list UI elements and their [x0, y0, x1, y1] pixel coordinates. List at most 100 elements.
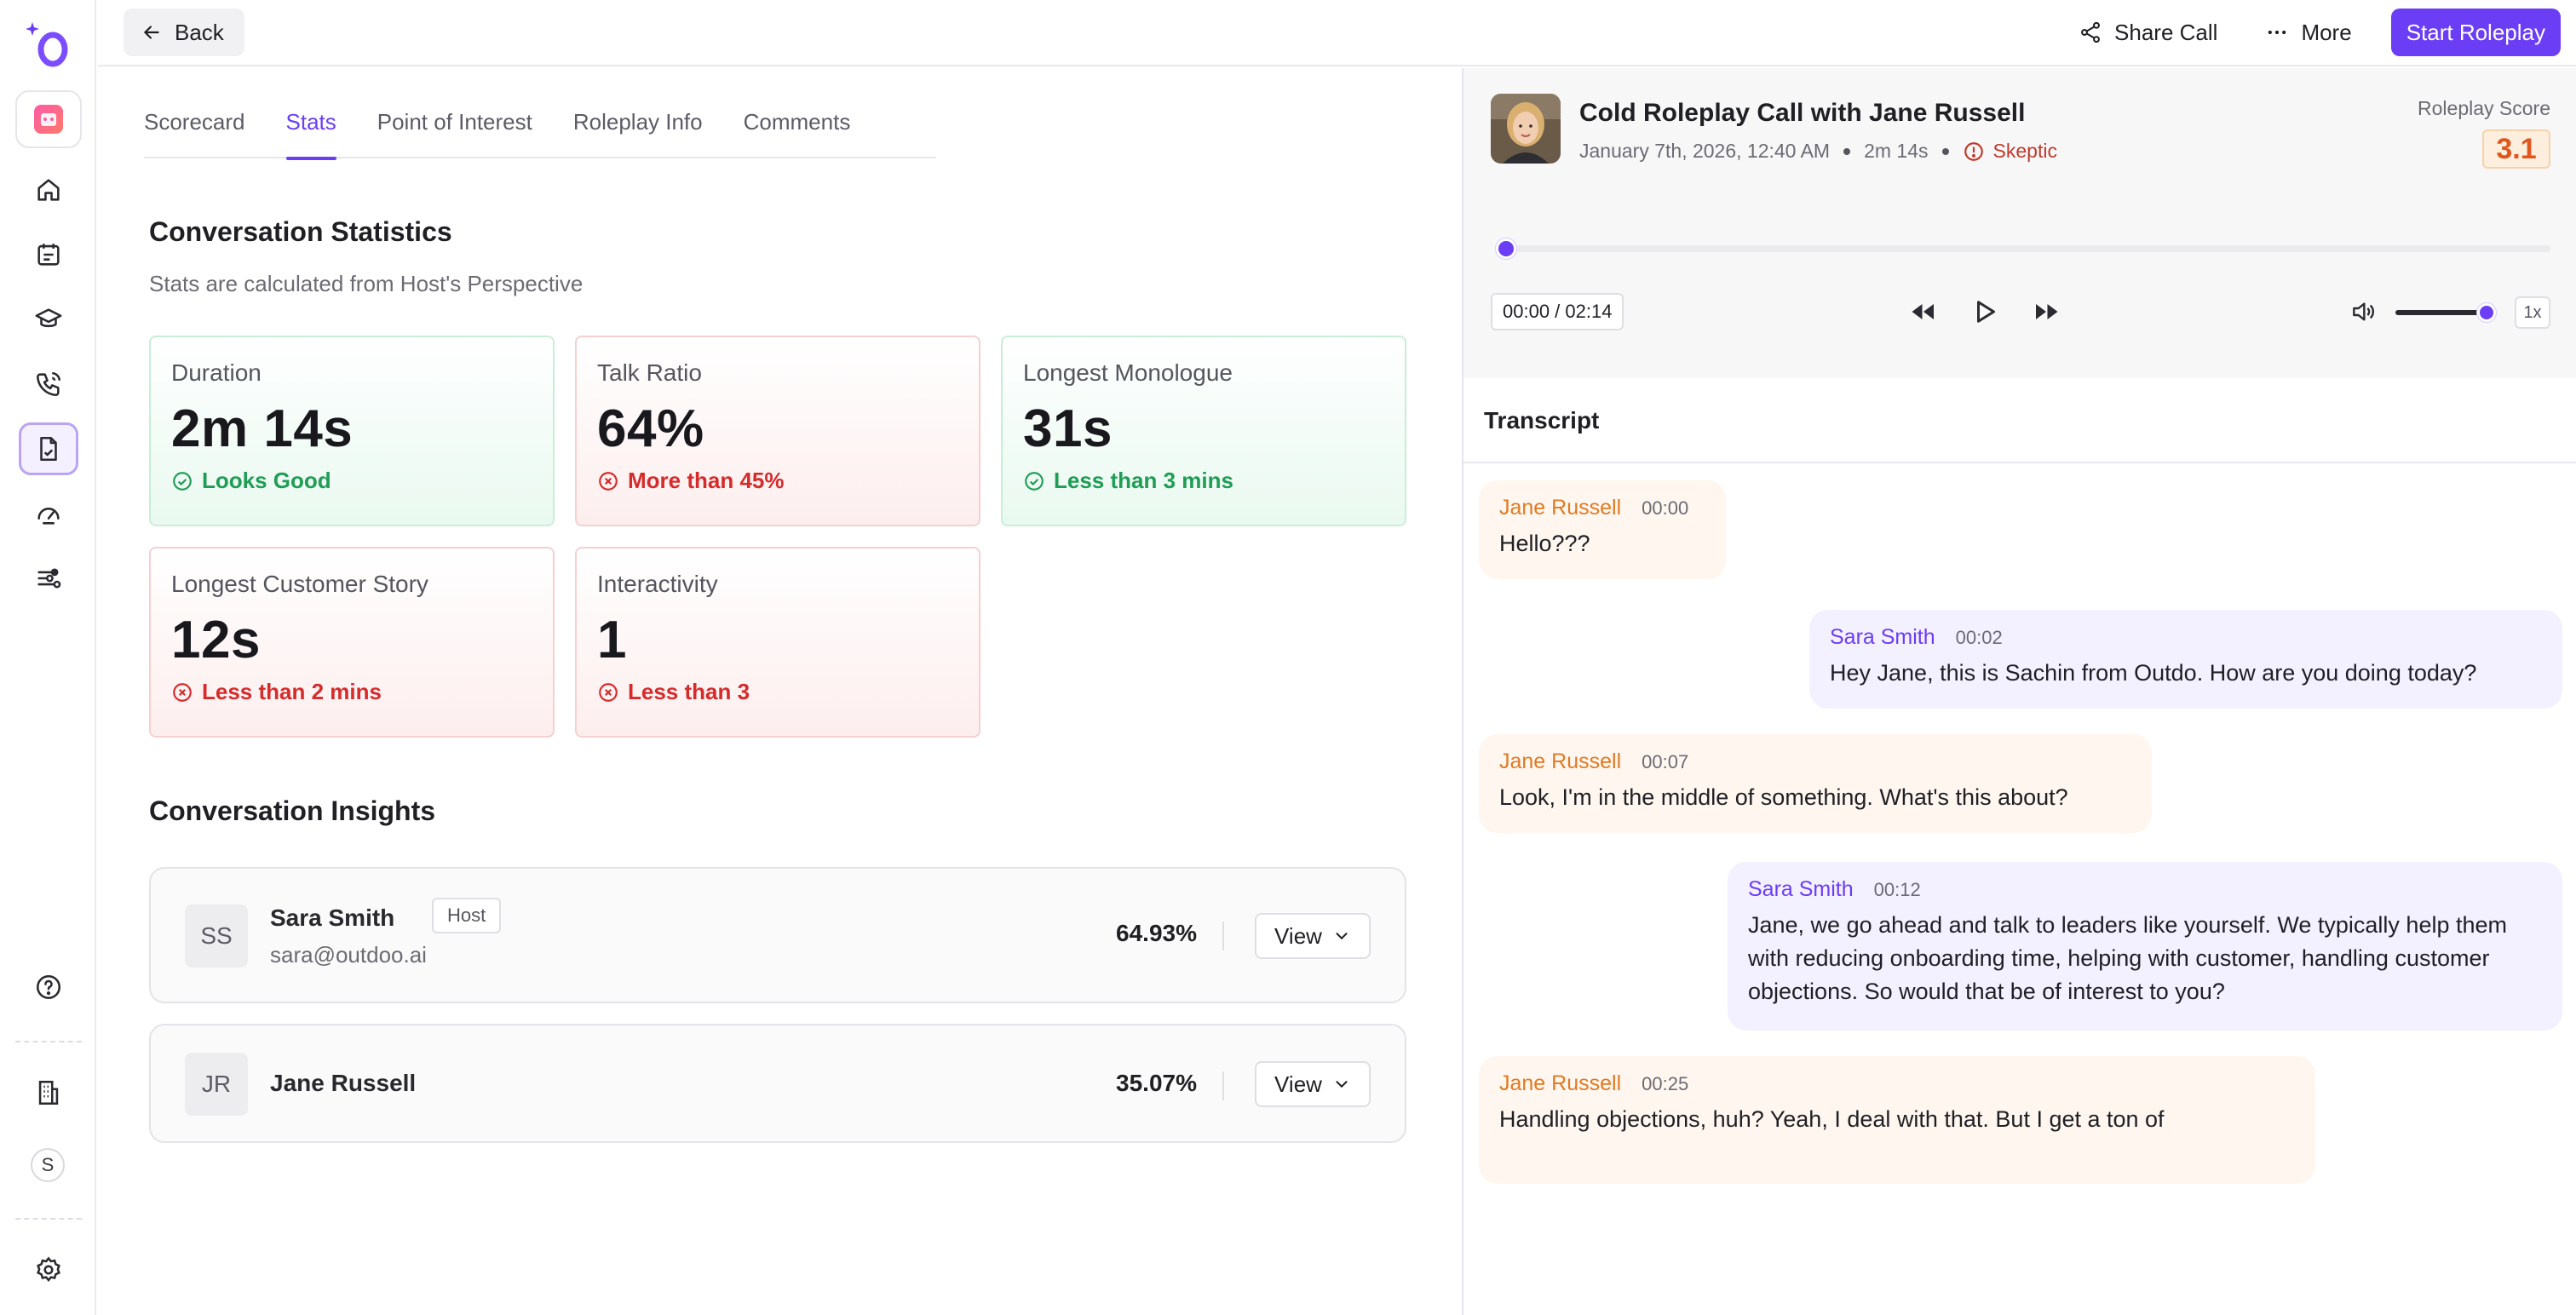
- stat-card-longest-monologue: Longest Monologue 31s Less than 3 mins: [1001, 336, 1406, 526]
- settings-icon[interactable]: [19, 1243, 78, 1296]
- help-icon[interactable]: [19, 961, 78, 1014]
- x-circle-icon: [173, 682, 192, 702]
- x-circle-icon: [599, 471, 618, 491]
- stat-status: Looks Good: [171, 468, 532, 494]
- app-switcher[interactable]: [15, 90, 82, 148]
- stat-status: Less than 2 mins: [171, 679, 532, 705]
- tab-comments[interactable]: Comments: [743, 109, 851, 135]
- transcript-message: Sara Smith 00:12 Jane, we go ahead and ta…: [1728, 862, 2562, 1031]
- separator-dot: [1843, 147, 1851, 155]
- stat-value: 64%: [597, 399, 704, 458]
- volume-icon[interactable]: [2349, 298, 2377, 325]
- caller-photo: [1491, 94, 1561, 164]
- view-dropdown-button[interactable]: View: [1255, 1061, 1371, 1107]
- insight-row-customer: JR Jane Russell 35.07% View: [149, 1024, 1406, 1143]
- view-label: View: [1274, 1071, 1322, 1097]
- message-time: 00:07: [1642, 750, 1689, 772]
- stat-card-duration: Duration 2m 14s Looks Good: [149, 336, 555, 526]
- share-call-button[interactable]: Share Call: [2055, 9, 2241, 56]
- transcript-message: Sara Smith 00:02 Hey Jane, this is Sachin…: [1809, 610, 2562, 709]
- graduation-cap-icon[interactable]: [19, 293, 78, 346]
- play-icon[interactable]: [1969, 296, 2000, 327]
- persona-label: Skeptic: [1992, 140, 2057, 162]
- document-icon[interactable]: [19, 422, 78, 475]
- call-panel: Cold Roleplay Call with Jane Russell Jan…: [1462, 68, 2576, 1315]
- call-header: Cold Roleplay Call with Jane Russell Jan…: [1463, 68, 2576, 378]
- back-button[interactable]: Back: [124, 9, 244, 56]
- stat-status-text: More than 45%: [628, 468, 785, 493]
- message-text: Hey Jane, this is Sachin from Outdo. How…: [1830, 660, 2477, 686]
- outdoo-logo[interactable]: [24, 19, 75, 70]
- stat-card-interactivity: Interactivity 1 Less than 3: [575, 547, 980, 738]
- stat-status: Less than 3 mins: [1023, 468, 1384, 494]
- message-time: 00:12: [1873, 878, 1921, 900]
- rewind-icon[interactable]: [1908, 296, 1939, 327]
- roleplay-score: 3.1: [2482, 129, 2550, 169]
- chevron-down-icon: [1336, 933, 1348, 940]
- volume-slider[interactable]: [2395, 310, 2486, 315]
- call-date: January 7th, 2026, 12:40 AM: [1579, 140, 1831, 162]
- stat-value: 2m 14s: [171, 399, 354, 458]
- host-badge: Host: [432, 898, 502, 933]
- transcript-list: Jane Russell 00:00 Hello??? Sara Smith 00:…: [1463, 463, 2576, 1213]
- chevron-down-icon: [1336, 1081, 1348, 1088]
- playback-scrubber[interactable]: [1496, 238, 1516, 259]
- tab-point-of-interest[interactable]: Point of Interest: [377, 109, 532, 135]
- calendar-icon[interactable]: [19, 228, 78, 281]
- persona-tag: Skeptic: [1963, 140, 2057, 163]
- view-dropdown-button[interactable]: View: [1255, 913, 1371, 959]
- user-avatar[interactable]: S: [31, 1148, 65, 1182]
- playback-time: 00:00 / 02:14: [1491, 293, 1624, 330]
- tab-stats[interactable]: Stats: [285, 100, 337, 160]
- more-dots-icon: [2268, 30, 2286, 35]
- person-email: sara@outdoo.ai: [270, 942, 427, 968]
- share-call-label: Share Call: [2114, 19, 2218, 45]
- message-time: 00:25: [1642, 1072, 1689, 1094]
- stat-label: Duration: [171, 359, 262, 386]
- stat-status: Less than 3: [597, 679, 958, 705]
- view-label: View: [1274, 922, 1322, 949]
- playback-speed-button[interactable]: 1x: [2515, 296, 2550, 329]
- stat-value: 31s: [1023, 399, 1113, 458]
- speaker-name: Jane Russell: [1499, 496, 1622, 520]
- sidebar-divider: [15, 1041, 82, 1042]
- avatar-initials: SS: [185, 904, 248, 968]
- stat-label: Interactivity: [597, 571, 718, 597]
- stat-label: Talk Ratio: [597, 359, 702, 386]
- fast-forward-icon[interactable]: [2031, 296, 2061, 327]
- more-label: More: [2301, 19, 2352, 45]
- insight-row-host: SS Sara Smith Host sara@outdoo.ai 64.93%…: [149, 867, 1406, 1003]
- message-text: Jane, we go ahead and talk to leaders li…: [1748, 912, 2507, 1004]
- call-title: Cold Roleplay Call with Jane Russell: [1579, 99, 2026, 127]
- divider: [1222, 922, 1224, 950]
- playback-track[interactable]: [1503, 245, 2550, 252]
- top-actions: Share Call More Start Roleplay: [2055, 9, 2561, 56]
- speaker-name: Jane Russell: [1499, 749, 1622, 773]
- sidebar: S: [0, 0, 96, 1315]
- transcript-message: Jane Russell 00:07 Look, I'm in the middl…: [1479, 734, 2152, 833]
- x-circle-icon: [599, 682, 618, 702]
- stat-status: More than 45%: [597, 468, 958, 494]
- gauge-icon[interactable]: [19, 487, 78, 540]
- phone-icon[interactable]: [19, 358, 78, 411]
- stat-card-talk-ratio: Talk Ratio 64% More than 45%: [575, 336, 980, 526]
- building-icon[interactable]: [19, 1066, 78, 1119]
- sliders-icon[interactable]: [19, 552, 78, 605]
- stat-card-longest-customer-story: Longest Customer Story 12s Less than 2 m…: [149, 547, 555, 738]
- speaker-name: Jane Russell: [1499, 1071, 1622, 1095]
- more-button[interactable]: More: [2241, 9, 2375, 56]
- talk-percentage: 35.07%: [1116, 1070, 1197, 1096]
- call-duration: 2m 14s: [1864, 140, 1929, 162]
- call-meta: January 7th, 2026, 12:40 AM 2m 14s Skept…: [1579, 140, 2057, 163]
- tab-scorecard[interactable]: Scorecard: [144, 109, 245, 135]
- stat-label: Longest Monologue: [1023, 359, 1233, 386]
- start-roleplay-button[interactable]: Start Roleplay: [2390, 9, 2561, 56]
- stat-value: 12s: [171, 611, 261, 669]
- topbar: Back Share Call More Start Roleplay: [98, 0, 2576, 66]
- tab-roleplay-info[interactable]: Roleplay Info: [572, 109, 703, 135]
- stat-status-text: Less than 3 mins: [1054, 468, 1233, 493]
- check-circle-icon: [1025, 471, 1044, 491]
- transcript-divider: [1463, 462, 2576, 463]
- volume-knob[interactable]: [2477, 303, 2496, 322]
- home-icon[interactable]: [19, 164, 78, 216]
